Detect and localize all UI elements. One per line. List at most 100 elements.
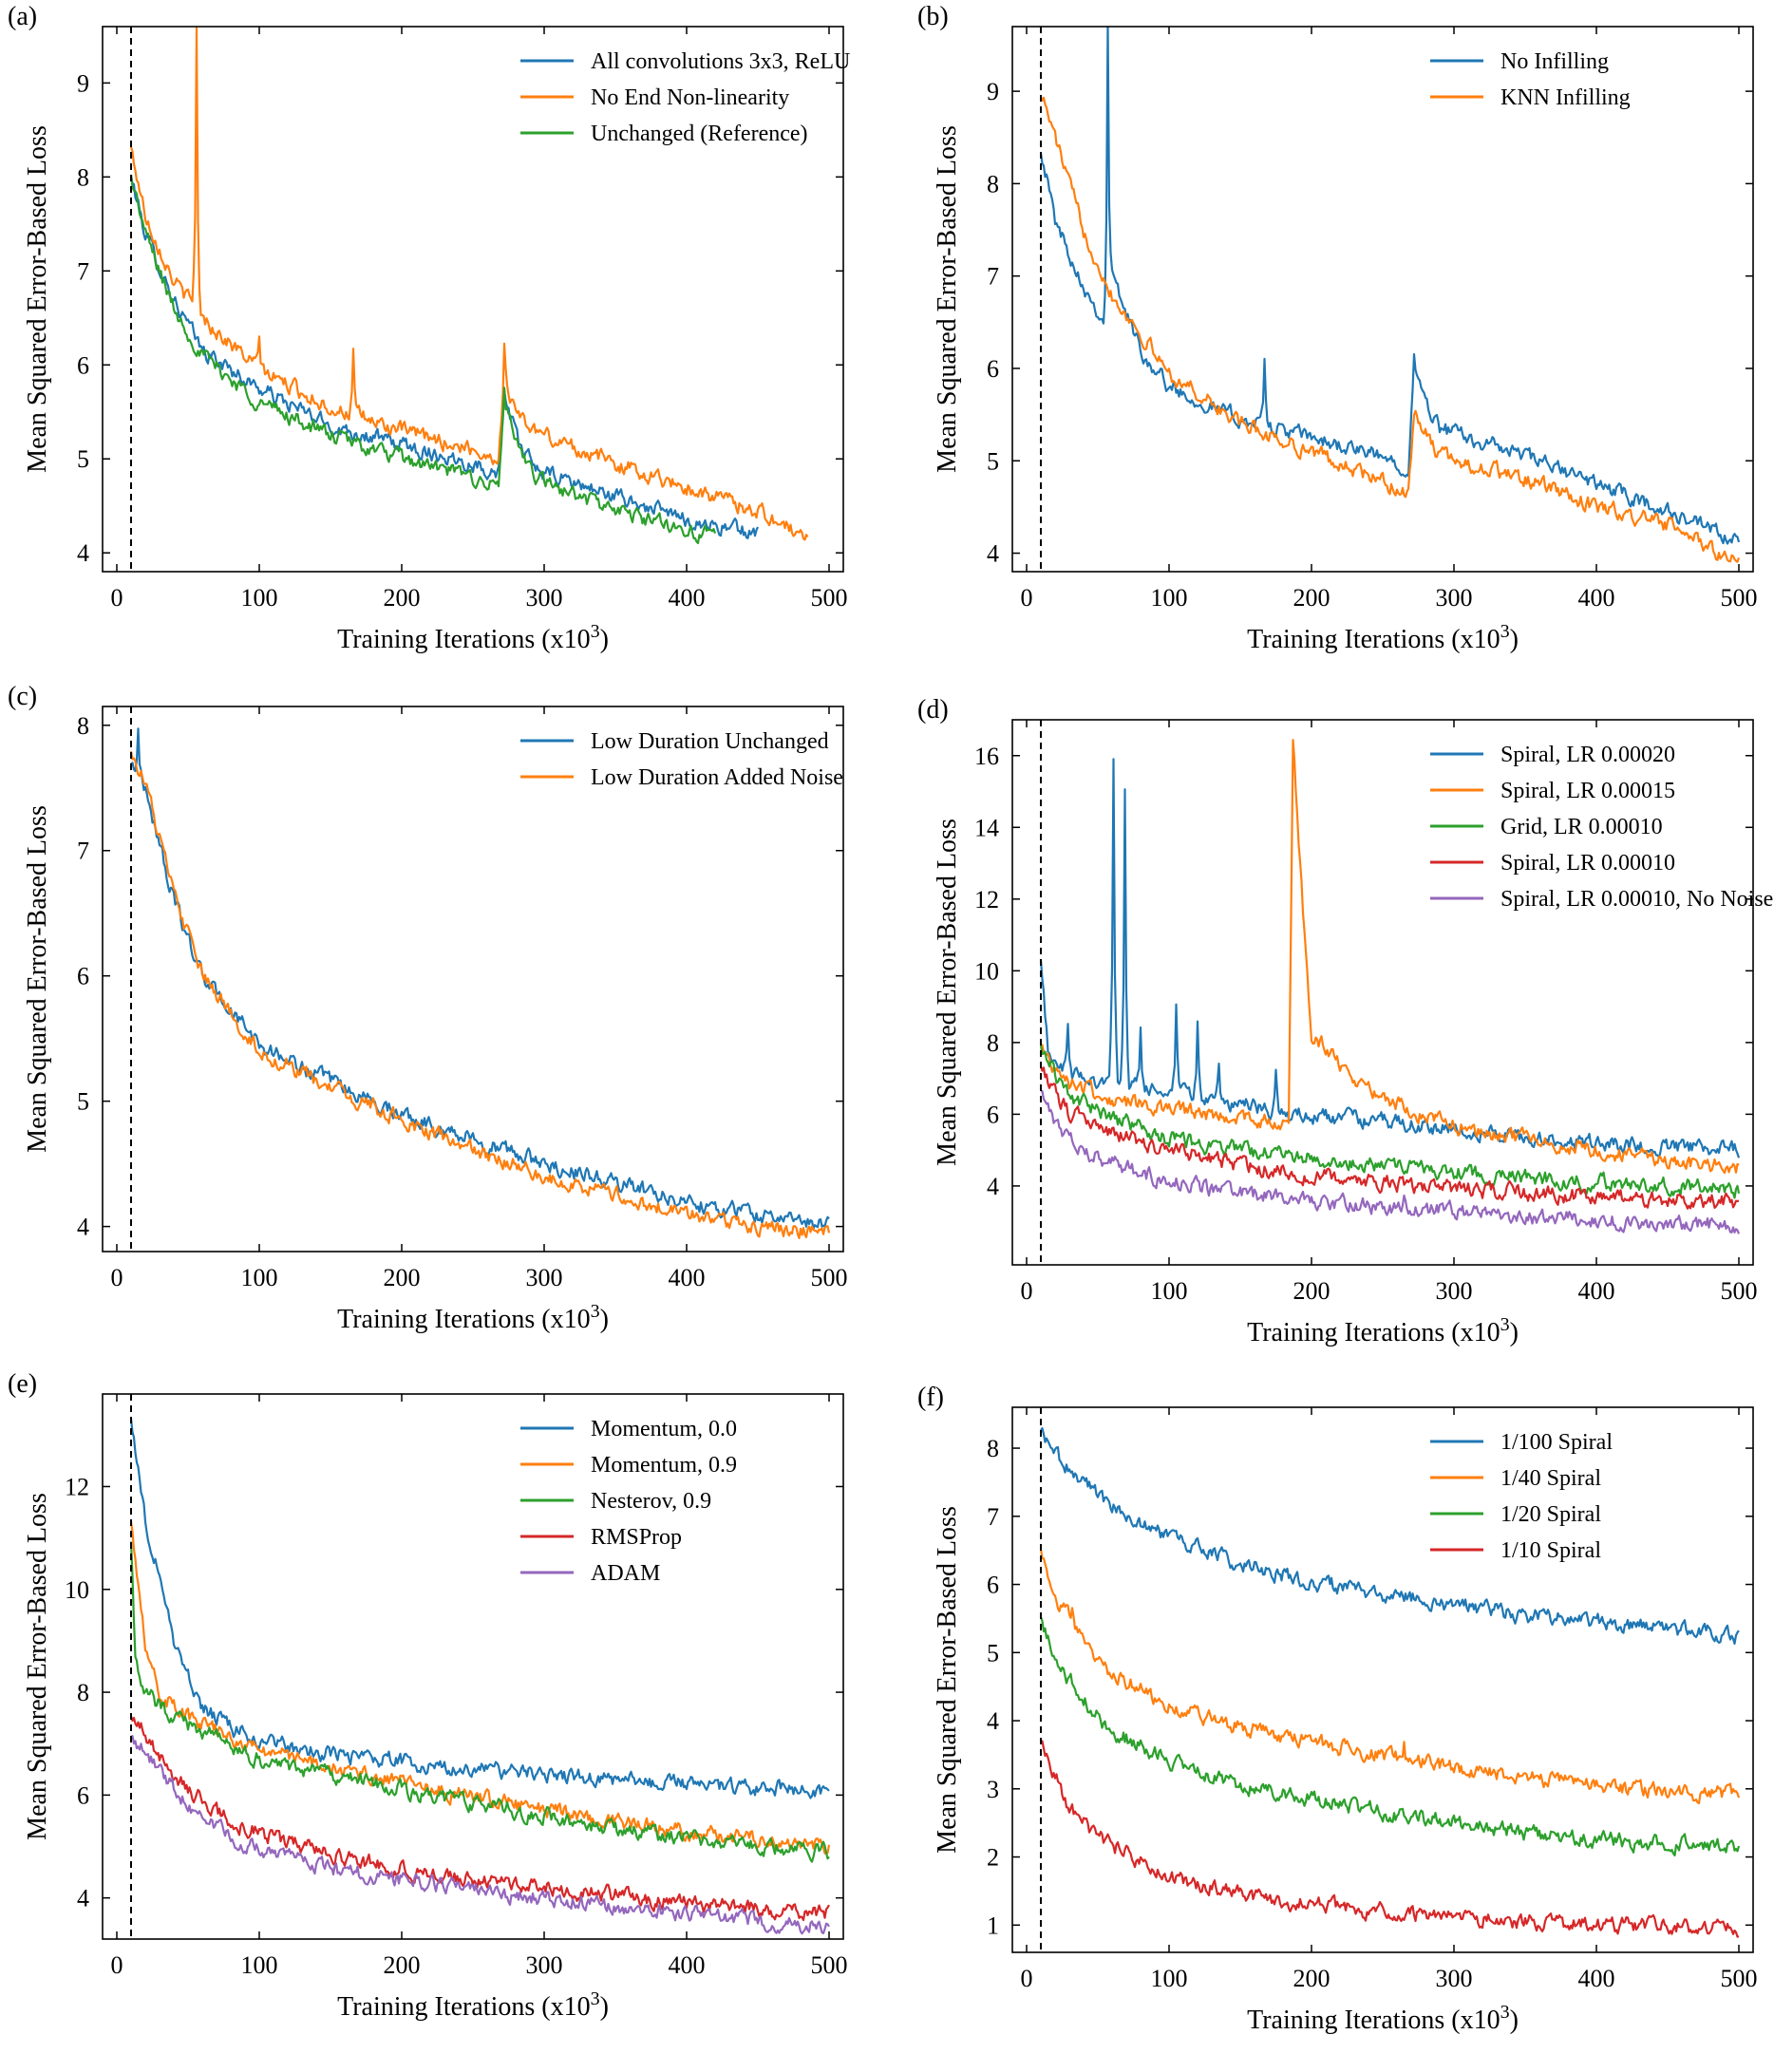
- y-tick-label: 14: [974, 814, 999, 841]
- x-tick-label: 0: [111, 1951, 123, 1979]
- series-line-2: [1039, 96, 1741, 563]
- series-line-2: [129, 27, 809, 541]
- y-tick-label: 4: [987, 540, 999, 568]
- y-tick-label: 10: [65, 1576, 89, 1604]
- series-line-4: [1039, 1065, 1740, 1210]
- y-tick-label: 12: [974, 886, 999, 914]
- x-tick-label: 300: [1436, 1965, 1473, 1992]
- plot-frame: [102, 706, 844, 1253]
- x-axis-label: Training Iterations (x103): [337, 621, 609, 654]
- x-axis-label: Training Iterations (x103): [1247, 621, 1519, 654]
- series-line-5: [1040, 1089, 1741, 1234]
- y-tick-label: 8: [77, 1679, 89, 1706]
- series-line-3: [1039, 1045, 1741, 1199]
- chart-panel-6: (f) 0 100 200 300 400 500 1 2 3 4 5 6 7 8 Training Iter…: [917, 1383, 1758, 2035]
- legend: Momentum, 0.0 Momentum, 0.9 Nesterov, 0.9 R…: [520, 1417, 737, 1586]
- x-tick-label: 0: [111, 1264, 123, 1291]
- y-axis-label: Mean Squared Error-Based Loss: [933, 1506, 962, 1854]
- x-tick-label: 500: [1721, 584, 1758, 612]
- y-tick-label: 1: [987, 1912, 999, 1939]
- x-tick-label: 200: [384, 1951, 421, 1979]
- y-axis-label: Mean Squared Error-Based Loss: [23, 1493, 52, 1840]
- legend-label: 1/20 Spiral: [1500, 1502, 1601, 1527]
- series-line-3: [129, 174, 717, 545]
- y-axis-label: Mean Squared Error-Based Loss: [23, 805, 52, 1153]
- series-line-3: [1039, 1616, 1741, 1857]
- x-tick-label: 500: [811, 584, 848, 612]
- x-tick-label: 500: [1721, 1277, 1758, 1305]
- y-tick-label: 4: [987, 1707, 999, 1735]
- y-tick-label: 7: [987, 263, 999, 291]
- y-tick-label: 5: [987, 447, 999, 475]
- y-tick-label: 4: [77, 1885, 89, 1912]
- legend: Spiral, LR 0.00020 Spiral, LR 0.00015 Grid…: [1430, 743, 1773, 912]
- y-tick-label: 8: [77, 163, 89, 191]
- y-tick-label: 4: [77, 1214, 89, 1241]
- plot-frame: [1011, 1406, 1754, 1953]
- legend-label: KNN Infilling: [1500, 85, 1631, 110]
- legend-label: Unchanged (Reference): [591, 122, 808, 146]
- x-tick-label: 200: [384, 1264, 421, 1291]
- y-tick-label: 8: [987, 170, 999, 198]
- series-group: [129, 727, 831, 1240]
- x-tick-label: 500: [811, 1264, 848, 1291]
- legend-label: Grid, LR 0.00010: [1500, 815, 1663, 839]
- y-tick-label: 8: [77, 712, 89, 740]
- x-tick-label: 200: [1293, 1965, 1330, 1992]
- y-tick-label: 9: [987, 78, 999, 105]
- y-tick-label: 7: [77, 257, 89, 285]
- legend-label: All convolutions 3x3, ReLU: [591, 49, 850, 74]
- x-tick-label: 500: [811, 1951, 848, 1979]
- x-tick-label: 0: [111, 584, 123, 612]
- legend-label: No Infilling: [1500, 49, 1609, 74]
- chart-panel-4: (d) 0 100 200 300 400 500 4 6 8 10 12 14 16 Training I…: [917, 695, 1773, 1347]
- y-tick-label: 3: [987, 1776, 999, 1803]
- y-tick-label: 6: [987, 1572, 999, 1599]
- legend-label: No End Non-linearity: [591, 85, 789, 110]
- legend-label: 1/10 Spiral: [1500, 1538, 1601, 1563]
- y-axis-label: Mean Squared Error-Based Loss: [933, 819, 962, 1166]
- y-tick-label: 4: [77, 539, 89, 567]
- x-tick-label: 200: [1293, 1277, 1330, 1305]
- y-tick-label: 4: [987, 1173, 999, 1200]
- series-line-4: [129, 1716, 830, 1922]
- legend-label: ADAM: [591, 1561, 660, 1586]
- chart-panel-1: (a) 0 100 200 300 400 500 4 5 6 7 8 9 Training Iterat…: [8, 2, 850, 654]
- y-tick-label: 8: [987, 1029, 999, 1057]
- legend-label: Nesterov, 0.9: [591, 1489, 711, 1514]
- y-tick-label: 2: [987, 1844, 999, 1872]
- chart-panel-3: (c) 0 100 200 300 400 500 4 5 6 7 8 Training Iterati…: [8, 682, 848, 1334]
- panel-label: (b): [917, 2, 949, 31]
- x-tick-label: 200: [1293, 584, 1330, 612]
- x-tick-label: 400: [669, 1951, 706, 1979]
- legend-label: Momentum, 0.0: [591, 1417, 737, 1441]
- x-tick-label: 300: [1436, 584, 1473, 612]
- y-tick-label: 6: [77, 963, 89, 990]
- legend: 1/100 Spiral 1/40 Spiral 1/20 Spiral 1/10 S…: [1430, 1430, 1613, 1563]
- series-line-1: [1039, 27, 1741, 545]
- x-tick-label: 400: [669, 584, 706, 612]
- legend-label: Spiral, LR 0.00010, No Noise: [1500, 887, 1773, 912]
- panel-label: (d): [917, 695, 949, 725]
- y-tick-label: 10: [974, 957, 999, 985]
- legend: Low Duration Unchanged Low Duration Added…: [520, 729, 843, 790]
- legend-label: Low Duration Unchanged: [591, 729, 829, 754]
- y-axis-label: Mean Squared Error-Based Loss: [933, 125, 962, 473]
- series-line-1: [1039, 758, 1741, 1159]
- series-line-1: [130, 727, 830, 1231]
- plot-frame: [102, 1393, 844, 1940]
- x-tick-label: 300: [1436, 1277, 1473, 1305]
- series-line-5: [130, 1735, 830, 1935]
- plot-frame: [102, 26, 844, 573]
- series-line-4: [1040, 1740, 1740, 1938]
- plot-frame: [1011, 26, 1754, 573]
- series-group: [1039, 27, 1741, 563]
- x-axis-label: Training Iterations (x103): [337, 1301, 609, 1334]
- legend-label: 1/100 Spiral: [1500, 1430, 1613, 1455]
- x-axis-label: Training Iterations (x103): [1247, 1314, 1519, 1347]
- x-tick-label: 100: [1151, 1965, 1188, 1992]
- x-tick-label: 0: [1021, 1277, 1033, 1305]
- panel-label: (c): [8, 682, 37, 711]
- series-line-2: [1039, 1549, 1741, 1805]
